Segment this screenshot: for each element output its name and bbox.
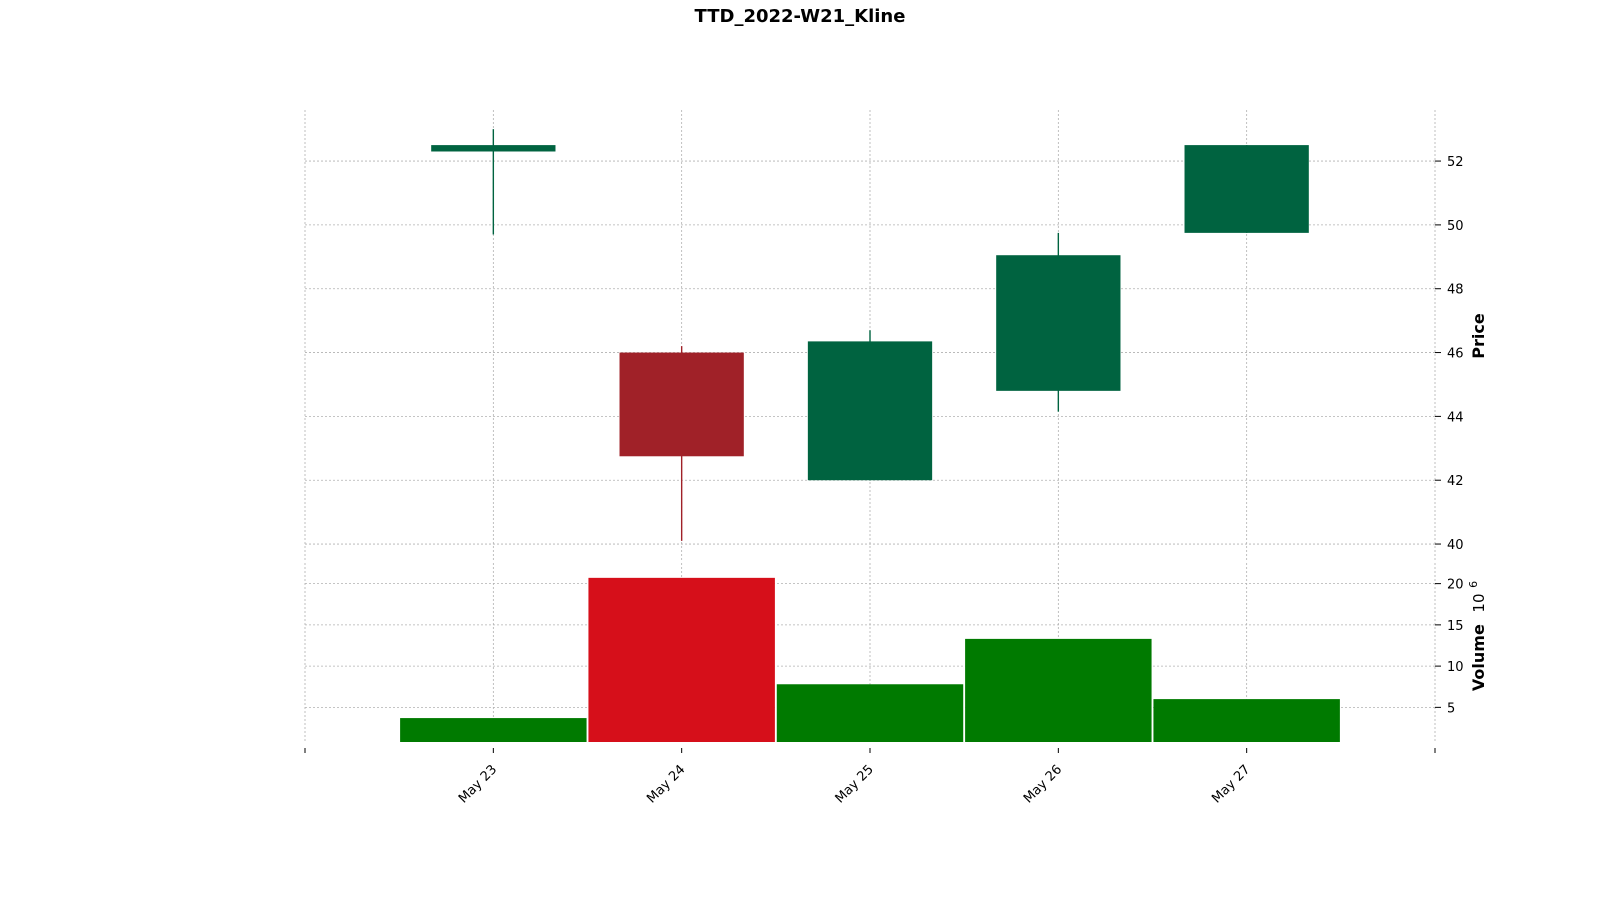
candle-body	[431, 145, 556, 152]
price-tick-label: 46	[1447, 347, 1464, 362]
volume-multiplier-exponent: 6	[1467, 581, 1480, 588]
candles	[431, 129, 1309, 541]
candle-body	[1184, 145, 1309, 233]
candle-body	[619, 352, 744, 457]
chart-title: TTD_2022-W21_Kline	[695, 6, 906, 27]
volume-tick-label: 20	[1447, 578, 1464, 593]
x-tick-label: May 24	[644, 762, 688, 806]
price-tick-label: 42	[1447, 474, 1464, 489]
volume-bars	[400, 577, 1340, 742]
volume-tick-label: 15	[1447, 619, 1464, 634]
x-tick-label: May 23	[456, 762, 500, 806]
price-tick-label: 40	[1447, 538, 1464, 553]
price-tick-label: 48	[1447, 283, 1464, 298]
volume-axis-label: Volume 10 6	[1467, 581, 1488, 691]
volume-multiplier-base: 10	[1470, 594, 1488, 613]
volume-tick-label: 5	[1447, 701, 1455, 716]
x-tick-label: May 27	[1209, 762, 1253, 806]
volume-axis-label-text: Volume	[1469, 624, 1488, 691]
volume-bar	[588, 577, 775, 742]
price-tick-label: 44	[1447, 410, 1464, 425]
volume-bar	[965, 638, 1152, 742]
candle-body	[807, 341, 933, 481]
x-tick-label: May 25	[833, 762, 877, 806]
volume-bar	[1153, 699, 1340, 742]
volume-tick-label: 10	[1447, 660, 1464, 675]
volume-bar	[776, 684, 964, 742]
x-tick-label: May 26	[1021, 762, 1065, 806]
candle-body	[996, 255, 1121, 391]
price-axis-label: Price	[1469, 313, 1488, 359]
price-tick-label: 50	[1447, 219, 1464, 234]
price-tick-label: 52	[1447, 155, 1464, 170]
volume-bar	[400, 718, 587, 742]
